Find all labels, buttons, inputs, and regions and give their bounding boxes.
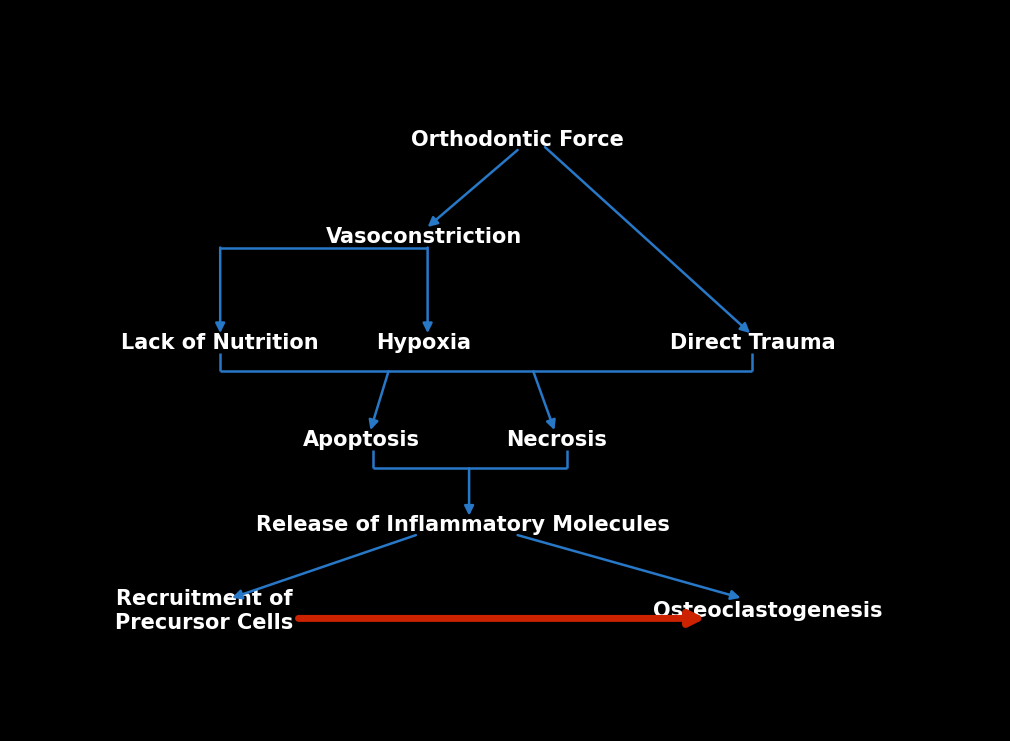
Text: Recruitment of
Precursor Cells: Recruitment of Precursor Cells (115, 589, 294, 633)
Text: Release of Inflammatory Molecules: Release of Inflammatory Molecules (256, 516, 670, 536)
Text: Hypoxia: Hypoxia (376, 333, 472, 353)
Text: Osteoclastogenesis: Osteoclastogenesis (653, 601, 883, 621)
Text: Vasoconstriction: Vasoconstriction (325, 227, 522, 247)
Text: Lack of Nutrition: Lack of Nutrition (121, 333, 319, 353)
Text: Necrosis: Necrosis (506, 430, 607, 450)
Text: Orthodontic Force: Orthodontic Force (411, 130, 624, 150)
Text: Direct Trauma: Direct Trauma (670, 333, 835, 353)
Text: Apoptosis: Apoptosis (303, 430, 419, 450)
